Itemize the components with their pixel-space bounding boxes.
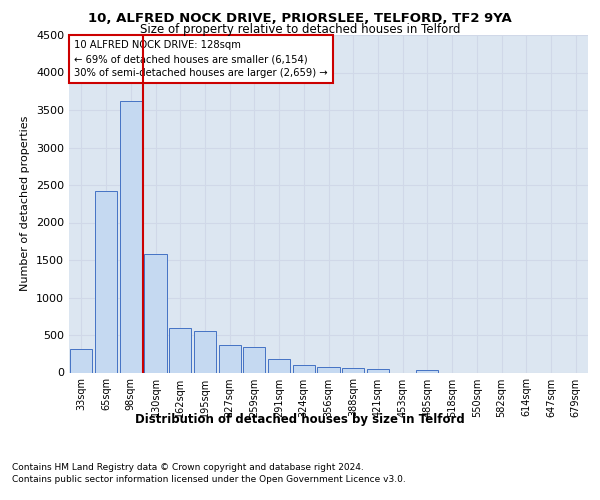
Text: Distribution of detached houses by size in Telford: Distribution of detached houses by size … <box>135 412 465 426</box>
Bar <box>293 365 315 372</box>
Y-axis label: Number of detached properties: Number of detached properties <box>20 116 31 292</box>
Bar <box>218 345 241 372</box>
Bar <box>70 349 92 372</box>
Bar <box>243 348 265 372</box>
Text: Contains HM Land Registry data © Crown copyright and database right 2024.: Contains HM Land Registry data © Crown c… <box>12 462 364 471</box>
Text: 10 ALFRED NOCK DRIVE: 128sqm
← 69% of detached houses are smaller (6,154)
30% of: 10 ALFRED NOCK DRIVE: 128sqm ← 69% of de… <box>74 40 328 78</box>
Bar <box>416 370 439 372</box>
Bar <box>342 368 364 372</box>
Text: Contains public sector information licensed under the Open Government Licence v3: Contains public sector information licen… <box>12 475 406 484</box>
Bar <box>145 254 167 372</box>
Bar <box>317 367 340 372</box>
Bar <box>194 331 216 372</box>
Bar <box>119 101 142 372</box>
Bar <box>95 191 117 372</box>
Bar <box>367 369 389 372</box>
Text: Size of property relative to detached houses in Telford: Size of property relative to detached ho… <box>140 22 460 36</box>
Bar <box>268 360 290 372</box>
Bar <box>169 328 191 372</box>
Text: 10, ALFRED NOCK DRIVE, PRIORSLEE, TELFORD, TF2 9YA: 10, ALFRED NOCK DRIVE, PRIORSLEE, TELFOR… <box>88 12 512 26</box>
